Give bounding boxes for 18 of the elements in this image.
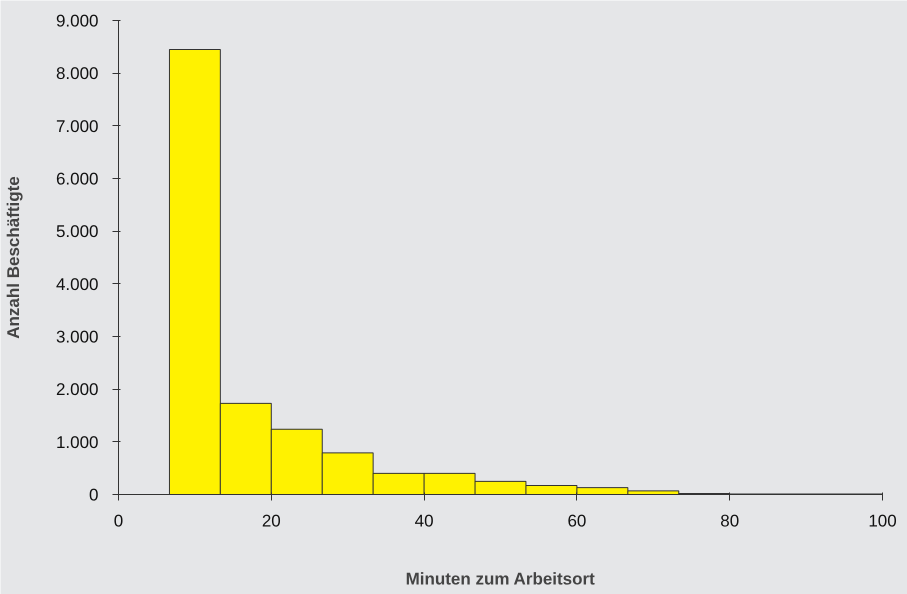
- x-axis-title: Minuten zum Arbeitsort: [406, 570, 596, 588]
- x-tick-label: 20: [262, 512, 281, 530]
- y-tick-label: 0: [89, 486, 99, 504]
- x-tick-label: 60: [567, 512, 586, 530]
- y-tick-label: 2.000: [56, 380, 99, 400]
- y-tick-label: 8.000: [56, 64, 99, 84]
- y-tick-label: 4.000: [56, 274, 99, 294]
- x-tick-label: 80: [720, 512, 740, 530]
- y-axis-title: Anzahl Beschäftigte: [4, 176, 23, 339]
- y-tick-label: 1.000: [56, 432, 99, 452]
- y-tick-label: 7.000: [56, 116, 99, 136]
- x-tick-label: 100: [868, 512, 897, 530]
- y-tick-label: 3.000: [56, 328, 99, 346]
- x-tick-label: 0: [114, 512, 124, 530]
- y-tick-label: 9.000: [56, 12, 99, 30]
- x-tick-label: 40: [414, 512, 434, 530]
- y-tick-label: 6.000: [56, 170, 99, 188]
- y-tick-label: 5.000: [56, 222, 99, 242]
